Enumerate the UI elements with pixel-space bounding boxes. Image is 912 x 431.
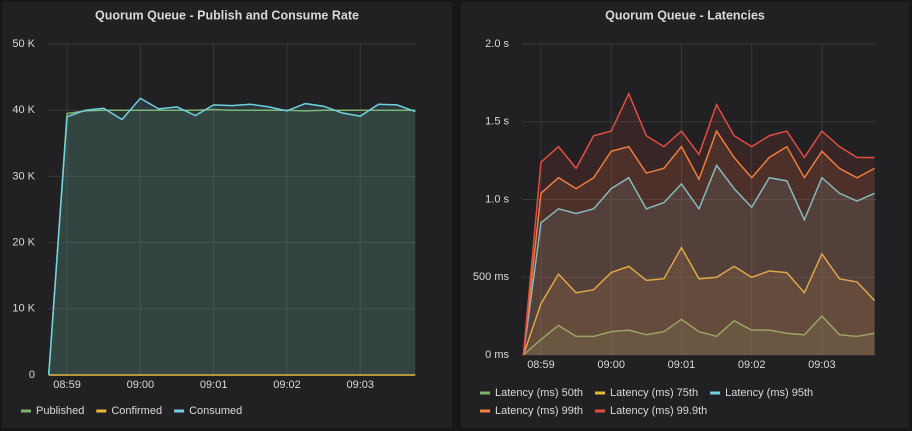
x-tick-label: 09:01 — [668, 359, 696, 371]
legend-label: Published — [36, 405, 84, 417]
legend-label: Confirmed — [111, 405, 162, 417]
y-tick-label: 40 K — [12, 104, 35, 116]
panel — [2, 2, 452, 428]
area — [48, 109, 416, 376]
legend-label: Latency (ms) 95th — [725, 387, 813, 399]
legend-label: Consumed — [189, 405, 242, 417]
x-tick-label: 09:03 — [808, 359, 836, 371]
y-tick-label: 10 K — [12, 303, 35, 315]
area — [523, 93, 875, 355]
area — [523, 131, 875, 355]
area — [523, 165, 875, 355]
line — [522, 315, 875, 356]
chart-title: Quorum Queue - Publish and Consume Rate — [95, 8, 359, 22]
x-tick-label: 09:00 — [597, 359, 625, 371]
y-tick-label: 500 ms — [473, 271, 510, 283]
line — [47, 108, 416, 376]
x-tick-label: 08:59 — [527, 359, 555, 371]
line — [522, 129, 875, 356]
x-tick-label: 08:59 — [53, 379, 81, 391]
legend-label: Latency (ms) 99.9th — [610, 405, 707, 417]
legend-label: Latency (ms) 75th — [610, 387, 698, 399]
y-tick-label: 30 K — [12, 170, 35, 182]
legend-label: Latency (ms) 99th — [495, 405, 583, 417]
y-tick-label: 1.5 s — [485, 116, 509, 128]
y-tick-label: 0 — [29, 369, 35, 381]
x-tick-label: 09:03 — [347, 379, 375, 391]
line — [522, 91, 875, 356]
x-tick-label: 09:02 — [273, 379, 301, 391]
line — [522, 163, 875, 356]
area — [523, 316, 875, 355]
area — [48, 98, 416, 375]
line — [47, 97, 416, 376]
y-tick-label: 1.0 s — [485, 193, 509, 205]
line — [522, 246, 876, 356]
area — [523, 247, 875, 355]
x-tick-label: 09:02 — [738, 359, 766, 371]
x-tick-label: 09:01 — [200, 379, 228, 391]
legend-label: Latency (ms) 50th — [495, 387, 583, 399]
y-tick-label: 20 K — [12, 237, 35, 249]
x-tick-label: 09:00 — [127, 379, 155, 391]
y-tick-label: 0 ms — [485, 349, 509, 361]
chart-title: Quorum Queue - Latencies — [605, 8, 765, 22]
y-tick-label: 50 K — [12, 38, 35, 50]
y-tick-label: 2.0 s — [485, 38, 509, 50]
